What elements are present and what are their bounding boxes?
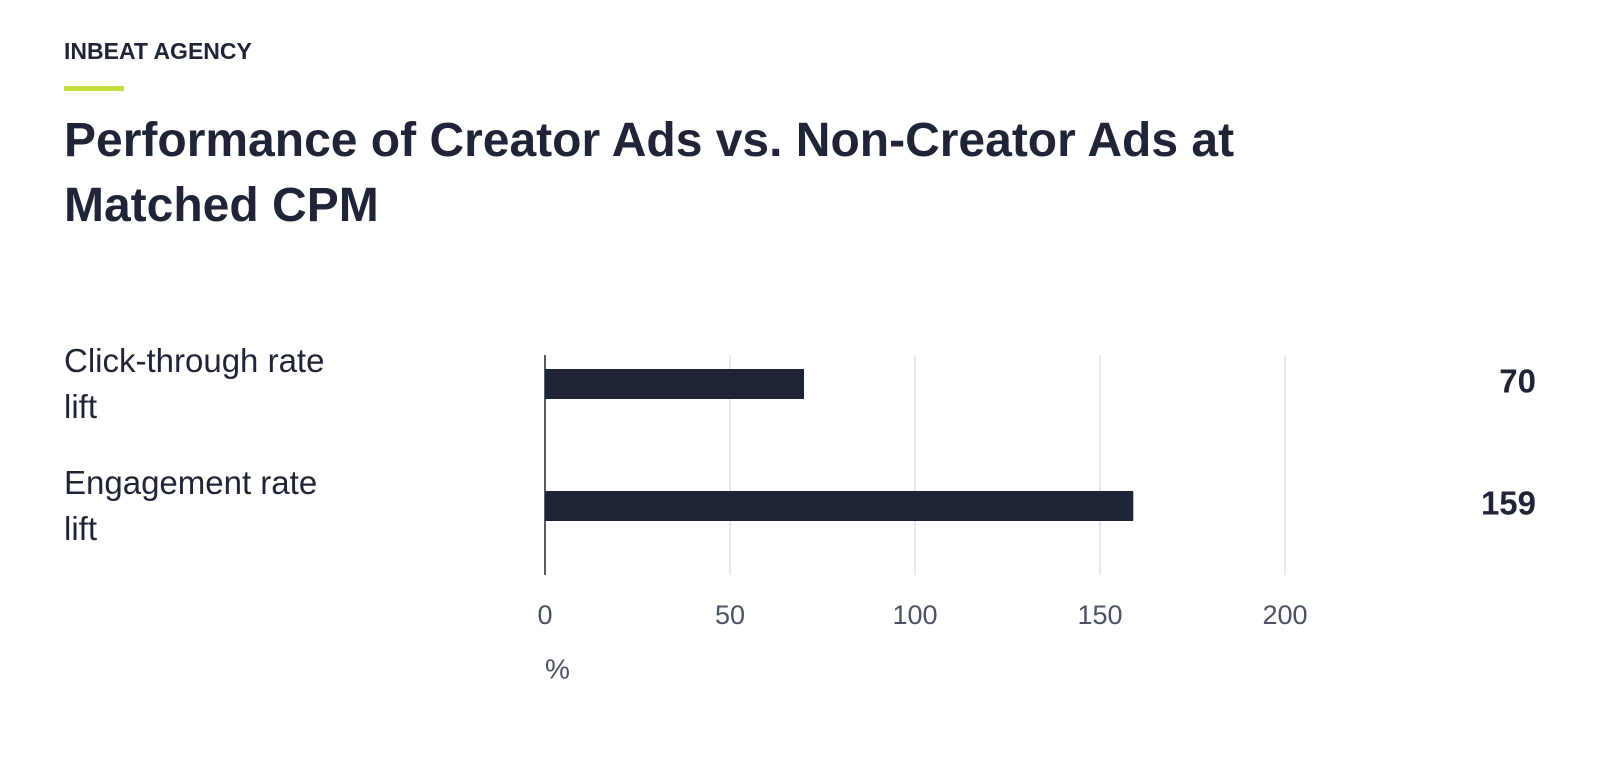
x-tick-label: 50 [715, 600, 745, 630]
category-label: Click-through rate lift [64, 342, 325, 425]
accent-bar [64, 86, 124, 91]
x-tick-label: 200 [1262, 600, 1307, 630]
value-label: 159 [1481, 485, 1536, 522]
x-tick-label: 100 [892, 600, 937, 630]
category-label: Engagement rate lift [64, 464, 318, 547]
chart-title: Performance of Creator Ads vs. Non-Creat… [64, 114, 1235, 232]
brand: INBEAT AGENCY [64, 38, 252, 64]
x-tick-label: 150 [1077, 600, 1122, 630]
bar [545, 369, 804, 399]
bar [545, 491, 1134, 521]
x-axis-label: % [545, 653, 570, 684]
x-tick-label: 0 [537, 600, 552, 630]
value-label: 70 [1499, 363, 1536, 400]
